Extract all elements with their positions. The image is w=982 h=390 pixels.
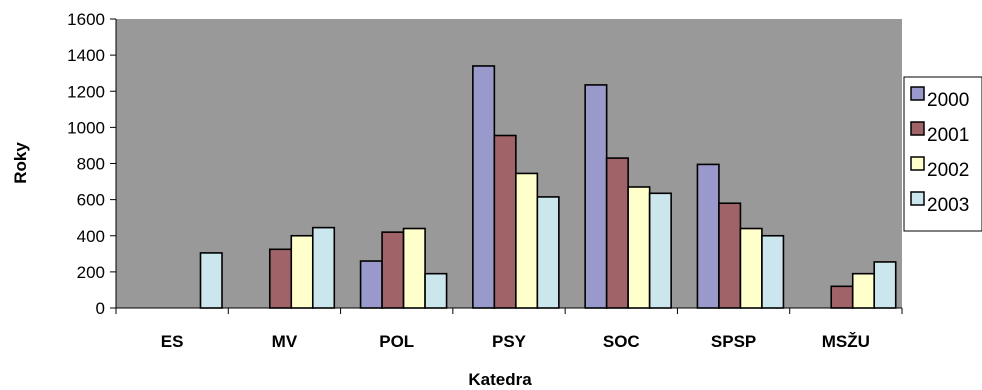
legend-label-2001: 2001 [927, 125, 969, 146]
bar-2002-PSY [515, 172, 539, 309]
y-axis-title: Roky [11, 142, 30, 184]
bar-2001-MSŽU [830, 285, 854, 309]
x-axis-title: Katedra [468, 370, 532, 389]
bar-2001-PSY [493, 134, 517, 309]
bar-2000-PSY [472, 65, 496, 309]
bar-2003-POL [424, 272, 448, 309]
bar-2000-POL [359, 260, 383, 309]
bar-2003-ES [199, 252, 223, 309]
legend: 2000 2001 2002 2003 [910, 86, 969, 216]
x-axis-ticks: ES MV POL PSY SOC SPSP MSŽU [115, 308, 903, 351]
y-tick-label: 800 [77, 155, 105, 174]
bar-2003-MV [311, 226, 336, 309]
legend-swatch-2002 [910, 156, 925, 171]
x-category-label: SPSP [711, 332, 756, 351]
y-tick-label: 1600 [67, 10, 105, 29]
bar-2002-MSŽU [851, 272, 876, 309]
legend-label-2002: 2002 [927, 160, 969, 181]
x-category-label: ES [161, 332, 184, 351]
bars [199, 65, 897, 309]
bar-2001-SPSP [718, 202, 742, 309]
bar-2002-MV [290, 234, 314, 309]
bar-2002-SPSP [739, 227, 763, 309]
bar-2002-POL [402, 227, 426, 309]
bar-2002-SOC [627, 186, 651, 309]
y-tick-label: 0 [96, 299, 105, 318]
bar-2003-MSŽU [873, 261, 897, 309]
legend-swatch-2003 [910, 191, 925, 206]
bar-2000-SOC [584, 84, 608, 309]
y-tick-label: 1400 [67, 46, 105, 65]
legend-swatch-2000 [910, 86, 925, 101]
x-category-label: MV [272, 332, 298, 351]
y-tick-label: 600 [77, 191, 105, 210]
x-category-label: SOC [603, 332, 640, 351]
y-tick-label: 200 [77, 263, 105, 282]
bar-2000-SPSP [696, 163, 720, 309]
x-category-label: PSY [492, 332, 527, 351]
legend-label-2003: 2003 [927, 195, 969, 216]
y-tick-label: 1200 [67, 82, 105, 101]
legend-swatch-2001 [910, 121, 925, 136]
bar-2001-POL [381, 231, 405, 309]
y-axis-ticks: 0 200 400 600 800 1000 1200 1400 1600 [67, 10, 116, 318]
bar-2003-SOC [648, 192, 672, 309]
bar-2003-SPSP [761, 234, 785, 309]
bar-2001-MV [268, 248, 293, 309]
legend-label-2000: 2000 [927, 90, 969, 111]
x-category-label: POL [379, 332, 414, 351]
x-category-label: MSŽU [822, 332, 870, 351]
bar-2003-PSY [536, 196, 560, 309]
y-tick-label: 400 [77, 227, 105, 246]
bar-2001-SOC [605, 157, 629, 309]
y-tick-label: 1000 [67, 118, 105, 137]
